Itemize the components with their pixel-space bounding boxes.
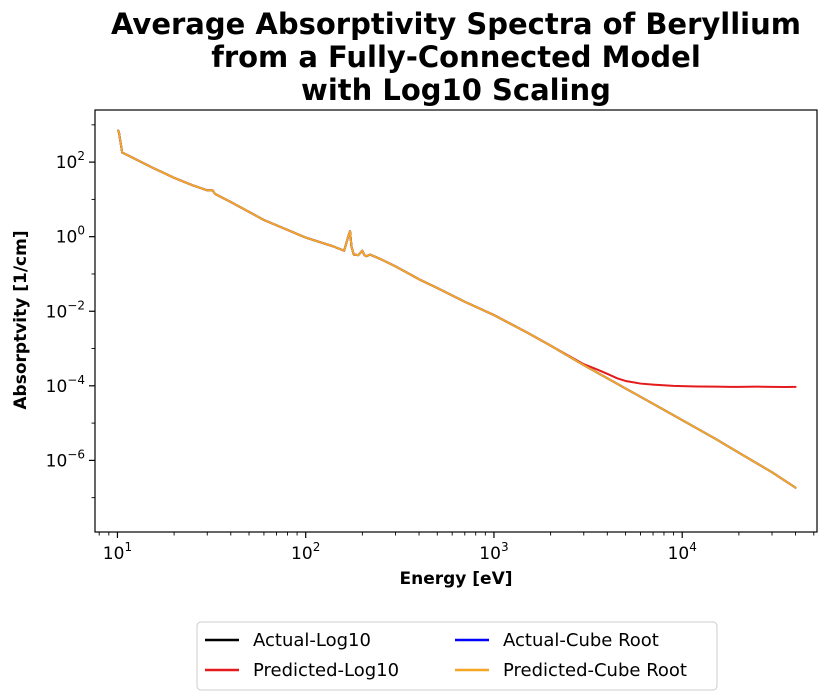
y-tick-label: 10−2 [46, 298, 85, 322]
y-tick-label: 100 [56, 224, 85, 248]
legend-label: Actual-Log10 [253, 630, 371, 651]
x-tick-label: 102 [291, 540, 320, 564]
title-line-3: with Log10 Scaling [301, 73, 611, 107]
title-line-1: Average Absorptivity Spectra of Berylliu… [111, 7, 801, 41]
legend: Actual-Log10 Predicted-Log10 Actual-Cube R… [196, 621, 718, 691]
legend-item-actual-log10: Actual-Log10 [205, 630, 371, 651]
legend-items: Actual-Log10 Predicted-Log10 Actual-Cube R… [205, 630, 687, 681]
legend-label: Actual-Cube Root [503, 630, 659, 651]
y-tick-label: 102 [56, 149, 85, 173]
y-axis-label: Absorptvity [1/cm] [11, 230, 31, 409]
plot-area [94, 109, 818, 533]
legend-item-predicted-log10: Predicted-Log10 [205, 660, 399, 681]
legend-label: Predicted-Log10 [253, 660, 399, 681]
x-tick-label: 104 [668, 540, 697, 564]
legend-item-actual-cube-root: Actual-Cube Root [455, 630, 659, 651]
chart-title: Average Absorptivity Spectra of Berylliu… [111, 7, 801, 107]
series-layer [117, 129, 797, 489]
title-line-2: from a Fully-Connected Model [211, 40, 701, 74]
y-tick-label: 10−6 [46, 447, 85, 471]
x-tick-label: 101 [103, 540, 132, 564]
x-axis-ticks: 101 102 103 104 [98, 532, 815, 564]
y-axis-ticks: 102 100 10−2 10−4 10−6 [46, 124, 95, 499]
legend-box [196, 621, 718, 691]
y-tick-label: 10−4 [46, 373, 85, 397]
legend-item-predicted-cube-root: Predicted-Cube Root [455, 660, 687, 681]
series-line-predicted-cube-root [117, 129, 797, 489]
x-axis-label: Energy [eV] [399, 569, 512, 589]
legend-label: Predicted-Cube Root [503, 660, 687, 681]
x-tick-label: 103 [479, 540, 508, 564]
